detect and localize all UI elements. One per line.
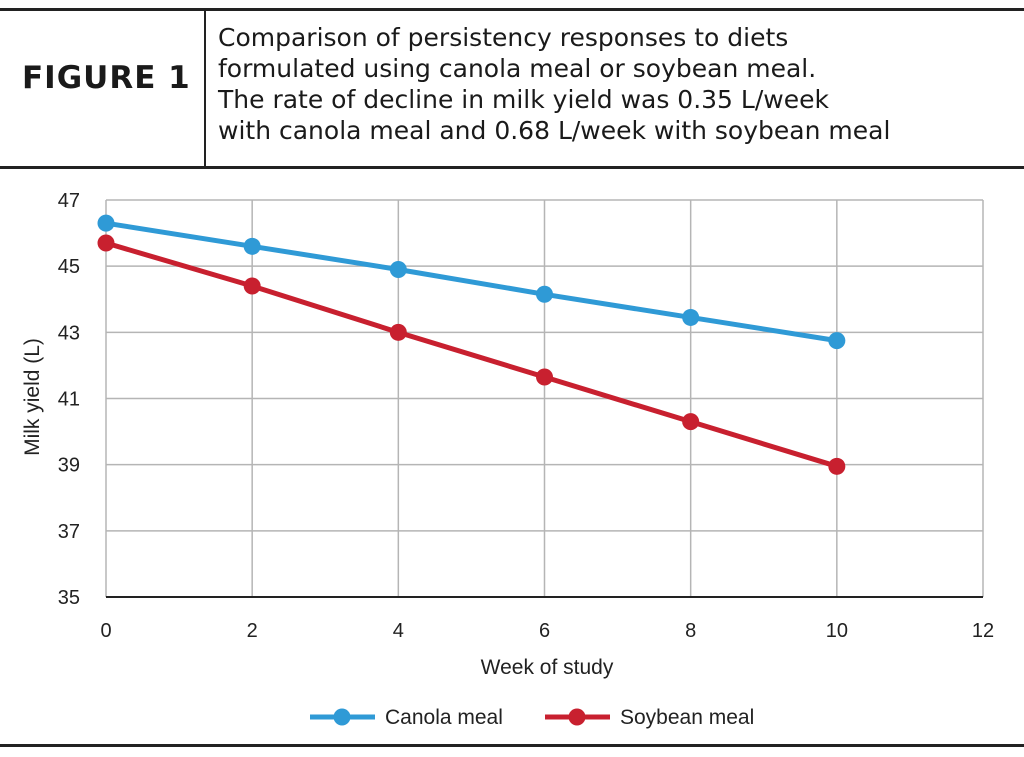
series-line-1: [105, 240, 838, 469]
legend-label: Canola meal: [385, 706, 503, 729]
data-point: [828, 332, 846, 350]
y-tick-label: 41: [58, 389, 80, 411]
bottom-rule: [0, 744, 1024, 747]
x-tick-label: 4: [393, 620, 404, 642]
data-point: [389, 260, 407, 278]
x-tick-label: 8: [685, 620, 696, 642]
data-point: [243, 277, 261, 295]
data-point: [536, 368, 553, 386]
x-tick-label: 6: [539, 620, 550, 642]
series-lines: [97, 214, 846, 475]
legend-marker: [568, 708, 586, 726]
data-point: [682, 308, 700, 326]
y-tick-label: 45: [58, 256, 80, 278]
header-bottom-rule: [0, 166, 1024, 169]
top-rule: [0, 8, 1024, 11]
x-tick-labels: 0 2 4 6 8 10 12: [100, 620, 994, 642]
y-tick-label: 35: [58, 587, 80, 609]
header-divider: [204, 11, 206, 166]
data-point: [389, 323, 407, 341]
y-tick-label: 39: [58, 455, 80, 477]
y-tick-label: 47: [58, 190, 80, 212]
legend-label: Soybean meal: [620, 706, 754, 729]
x-tick-label: 12: [972, 620, 994, 642]
y-tick-label: 37: [58, 521, 80, 543]
data-point: [682, 413, 700, 431]
data-point: [536, 285, 553, 303]
y-tick-label: 43: [58, 322, 80, 344]
data-point: [97, 214, 115, 232]
figure-label: FIGURE 1: [22, 60, 191, 96]
series-line-0: [105, 220, 838, 344]
x-tick-label: 2: [247, 620, 258, 642]
y-tick-labels: 35 37 39 41 43 45 47: [58, 190, 80, 609]
grid: [105, 199, 984, 598]
x-tick-label: 0: [100, 620, 111, 642]
legend: Canola meal Soybean meal: [310, 706, 754, 729]
data-point: [243, 237, 261, 255]
x-tick-label: 10: [826, 620, 848, 642]
y-axis-label: Milk yield (L): [21, 338, 44, 456]
legend-marker: [333, 708, 351, 726]
figure-caption: Comparison of persistency responses to d…: [218, 23, 891, 145]
data-point: [97, 234, 115, 252]
x-axis-label: Week of study: [481, 656, 614, 679]
data-point: [828, 457, 846, 475]
